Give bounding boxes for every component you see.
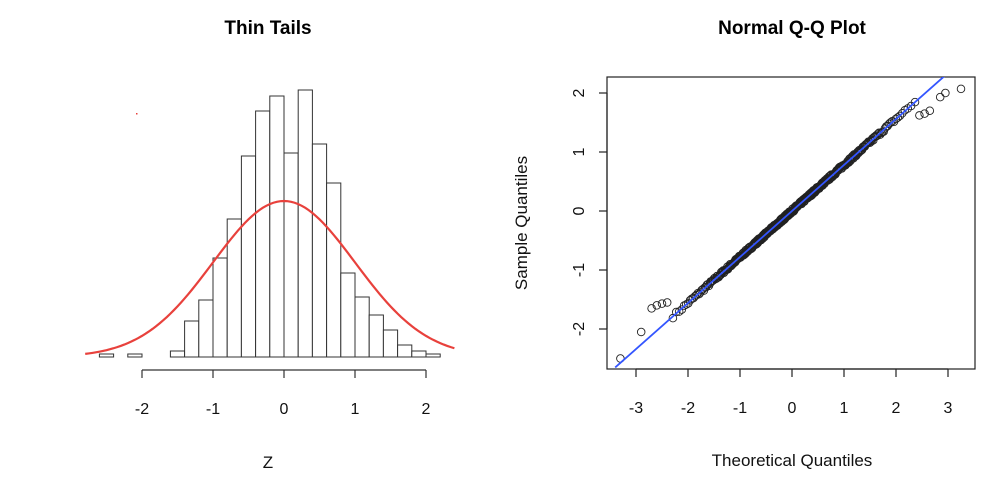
histogram-bar <box>411 350 427 358</box>
histogram-x-tick-label: -1 <box>206 401 220 418</box>
histogram-bar <box>98 353 115 358</box>
qq-point <box>925 106 935 115</box>
histogram-bar <box>397 344 413 358</box>
qq-point <box>636 327 646 337</box>
histogram-bar <box>127 353 143 358</box>
qq-point <box>920 109 929 118</box>
qq-point <box>657 299 667 308</box>
histogram-x-tick-label: 2 <box>422 401 431 418</box>
histogram-title: Thin Tails <box>224 18 311 39</box>
qq-point <box>915 111 924 120</box>
stray-mark <box>136 113 138 115</box>
histogram-panel: Thin Tails -2 -1 0 1 2 Z <box>85 18 455 472</box>
histogram-bar <box>297 89 313 358</box>
density-curve <box>85 199 455 355</box>
qq-reference-line <box>614 77 945 369</box>
histogram-x-tick-label: -2 <box>135 401 149 418</box>
qq-point <box>671 307 681 317</box>
qq-point <box>893 113 902 122</box>
histogram-x-axis: -2 -1 0 1 2 <box>135 369 431 418</box>
qq-x-tick-label: -1 <box>733 400 747 417</box>
qq-point <box>895 111 905 121</box>
qq-y-tick-label: 2 <box>571 88 588 97</box>
qq-point <box>674 307 684 316</box>
qq-point <box>941 88 950 98</box>
qq-y-tick-label: 0 <box>571 206 588 215</box>
qq-x-tick-label: -2 <box>681 400 695 417</box>
qq-x-tick-label: 1 <box>840 400 849 417</box>
histogram-x-tick-label: 1 <box>351 401 360 418</box>
qq-title: Normal Q-Q Plot <box>718 18 866 39</box>
histogram-bar <box>240 155 257 358</box>
histogram-bar <box>368 314 384 358</box>
qq-y-tick-label: 1 <box>571 147 588 156</box>
qq-x-tick-label: 2 <box>892 400 901 417</box>
histogram-bar <box>340 272 356 358</box>
qq-point <box>662 298 672 307</box>
histogram-bar <box>212 257 228 358</box>
histogram-bar <box>169 350 186 358</box>
histogram-bars <box>98 89 441 358</box>
qq-point <box>884 119 894 129</box>
qq-point <box>935 92 945 102</box>
qq-x-label: Theoretical Quantiles <box>712 451 873 470</box>
histogram-bar <box>269 95 285 358</box>
qq-point <box>897 109 907 118</box>
qq-y-tick-label: -2 <box>571 322 588 336</box>
histogram-bar <box>382 329 399 358</box>
histogram-bar <box>198 299 214 358</box>
qq-point <box>647 304 656 313</box>
histogram-bar <box>326 182 342 358</box>
histogram-bar <box>311 143 328 358</box>
qq-point <box>956 84 966 94</box>
qq-y-tick-label: -1 <box>571 263 588 277</box>
histogram-bar <box>283 152 299 358</box>
histogram-x-label: Z <box>263 453 273 472</box>
qq-point <box>689 293 698 303</box>
qq-x-tick-label: 3 <box>944 400 953 417</box>
qq-x-tick-label: 0 <box>788 400 797 417</box>
qq-point <box>652 301 662 310</box>
qq-points <box>616 84 966 363</box>
qq-point <box>910 97 920 107</box>
qq-x-tick-label: -3 <box>629 400 643 417</box>
histogram-bar <box>255 110 271 358</box>
histogram-bar <box>425 353 441 358</box>
histogram-bar <box>184 320 200 358</box>
histogram-bar <box>354 296 370 358</box>
qq-y-label: Sample Quantiles <box>512 156 531 290</box>
qq-panel: Normal Q-Q Plot -3 -2 -1 0 1 2 3 -2 -1 0 1 2 Theor… <box>512 18 976 470</box>
qq-y-axis: -2 -1 0 1 2 <box>571 88 608 336</box>
qq-point <box>679 301 689 310</box>
histogram-x-tick-label: 0 <box>280 401 289 418</box>
qq-x-axis: -3 -2 -1 0 1 2 3 <box>629 368 953 417</box>
